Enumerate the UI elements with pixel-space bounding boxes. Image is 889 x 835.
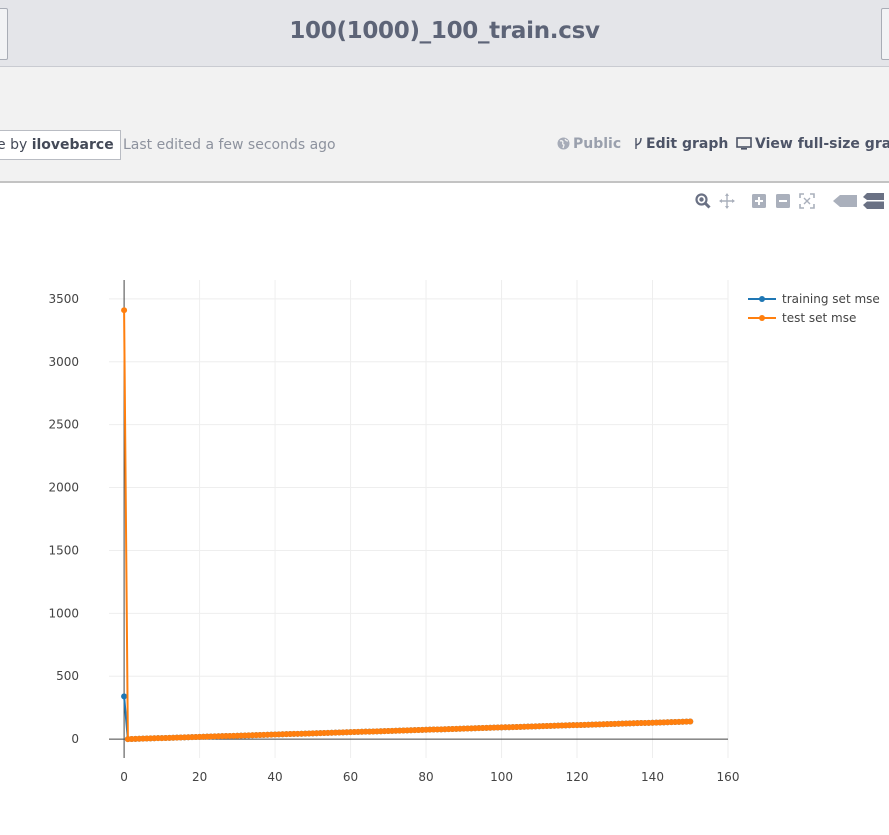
hover-compare-icon[interactable] [862, 192, 884, 210]
line-chart[interactable]: 0 20 40 60 80 100 120 140 160 0 500 1000 1500 2000 250… [0, 185, 889, 831]
x-tick-label: 20 [192, 770, 207, 784]
hover-closest-icon[interactable] [832, 192, 858, 210]
previous-graph-button[interactable] [0, 8, 8, 60]
view-full-size-link[interactable]: View full-size graph [736, 136, 889, 154]
y-tick-label: 3000 [48, 355, 79, 369]
zoom-out-icon[interactable] [774, 192, 792, 210]
x-tick-label: 160 [717, 770, 740, 784]
legend-swatch-marker [759, 315, 765, 321]
public-label: Public [573, 136, 622, 152]
y-tick-label: 1500 [48, 543, 79, 557]
data-point [687, 718, 694, 725]
legend[interactable]: training set mse test set mse [748, 292, 880, 325]
data-point [121, 693, 128, 700]
legend-label: training set mse [782, 292, 880, 306]
y-tick-label: 500 [56, 669, 79, 683]
owner-badge[interactable]: e by ilovebarce [0, 130, 121, 160]
legend-item[interactable]: training set mse [748, 292, 880, 306]
edit-graph-link[interactable]: Edit graph [634, 136, 728, 154]
owner-prefix: e by [0, 137, 32, 153]
x-tick-label: 80 [418, 770, 433, 784]
owner-name[interactable]: ilovebarce [31, 137, 114, 153]
data-point [121, 307, 128, 314]
x-tick-label: 140 [641, 770, 664, 784]
globe-icon [557, 137, 570, 154]
y-tick-label: 2000 [48, 481, 79, 495]
legend-swatch-marker [759, 296, 765, 302]
last-edited-text: Last edited a few seconds ago [123, 137, 336, 153]
public-link[interactable]: Public [557, 136, 621, 154]
series-layer [121, 307, 694, 743]
series-1 [121, 307, 694, 743]
fork-icon [634, 137, 643, 154]
y-tick-label: 3500 [48, 292, 79, 306]
pan-icon[interactable] [718, 192, 736, 210]
y-tick-label: 2500 [48, 418, 79, 432]
grid-layer [109, 280, 729, 758]
autoscale-icon[interactable] [798, 192, 816, 210]
view-full-size-label: View full-size graph [755, 136, 889, 152]
graph-info-bar: e by ilovebarce Last edited a few second… [0, 67, 889, 183]
x-tick-label: 100 [490, 770, 513, 784]
edit-graph-label: Edit graph [646, 136, 729, 152]
x-tick-label: 40 [267, 770, 282, 784]
zoom-in-icon[interactable] [750, 192, 768, 210]
x-tick-label: 0 [120, 770, 128, 784]
axis-layer: 0 20 40 60 80 100 120 140 160 0 500 1000 1500 2000 250… [48, 280, 739, 784]
zoom-icon[interactable] [694, 192, 712, 210]
x-tick-label: 60 [343, 770, 358, 784]
y-tick-label: 1000 [48, 606, 79, 620]
plot-area: 0 20 40 60 80 100 120 140 160 0 500 1000 1500 2000 250… [0, 185, 889, 835]
legend-label: test set mse [782, 311, 856, 325]
y-tick-label: 0 [71, 732, 79, 746]
series-line [123, 310, 691, 741]
title-bar: 100(1000)_100_train.csv [0, 0, 889, 67]
page-title: 100(1000)_100_train.csv [289, 18, 600, 44]
next-graph-button[interactable] [881, 8, 889, 60]
legend-item[interactable]: test set mse [748, 311, 856, 325]
monitor-icon [736, 137, 752, 154]
x-tick-label: 120 [566, 770, 589, 784]
